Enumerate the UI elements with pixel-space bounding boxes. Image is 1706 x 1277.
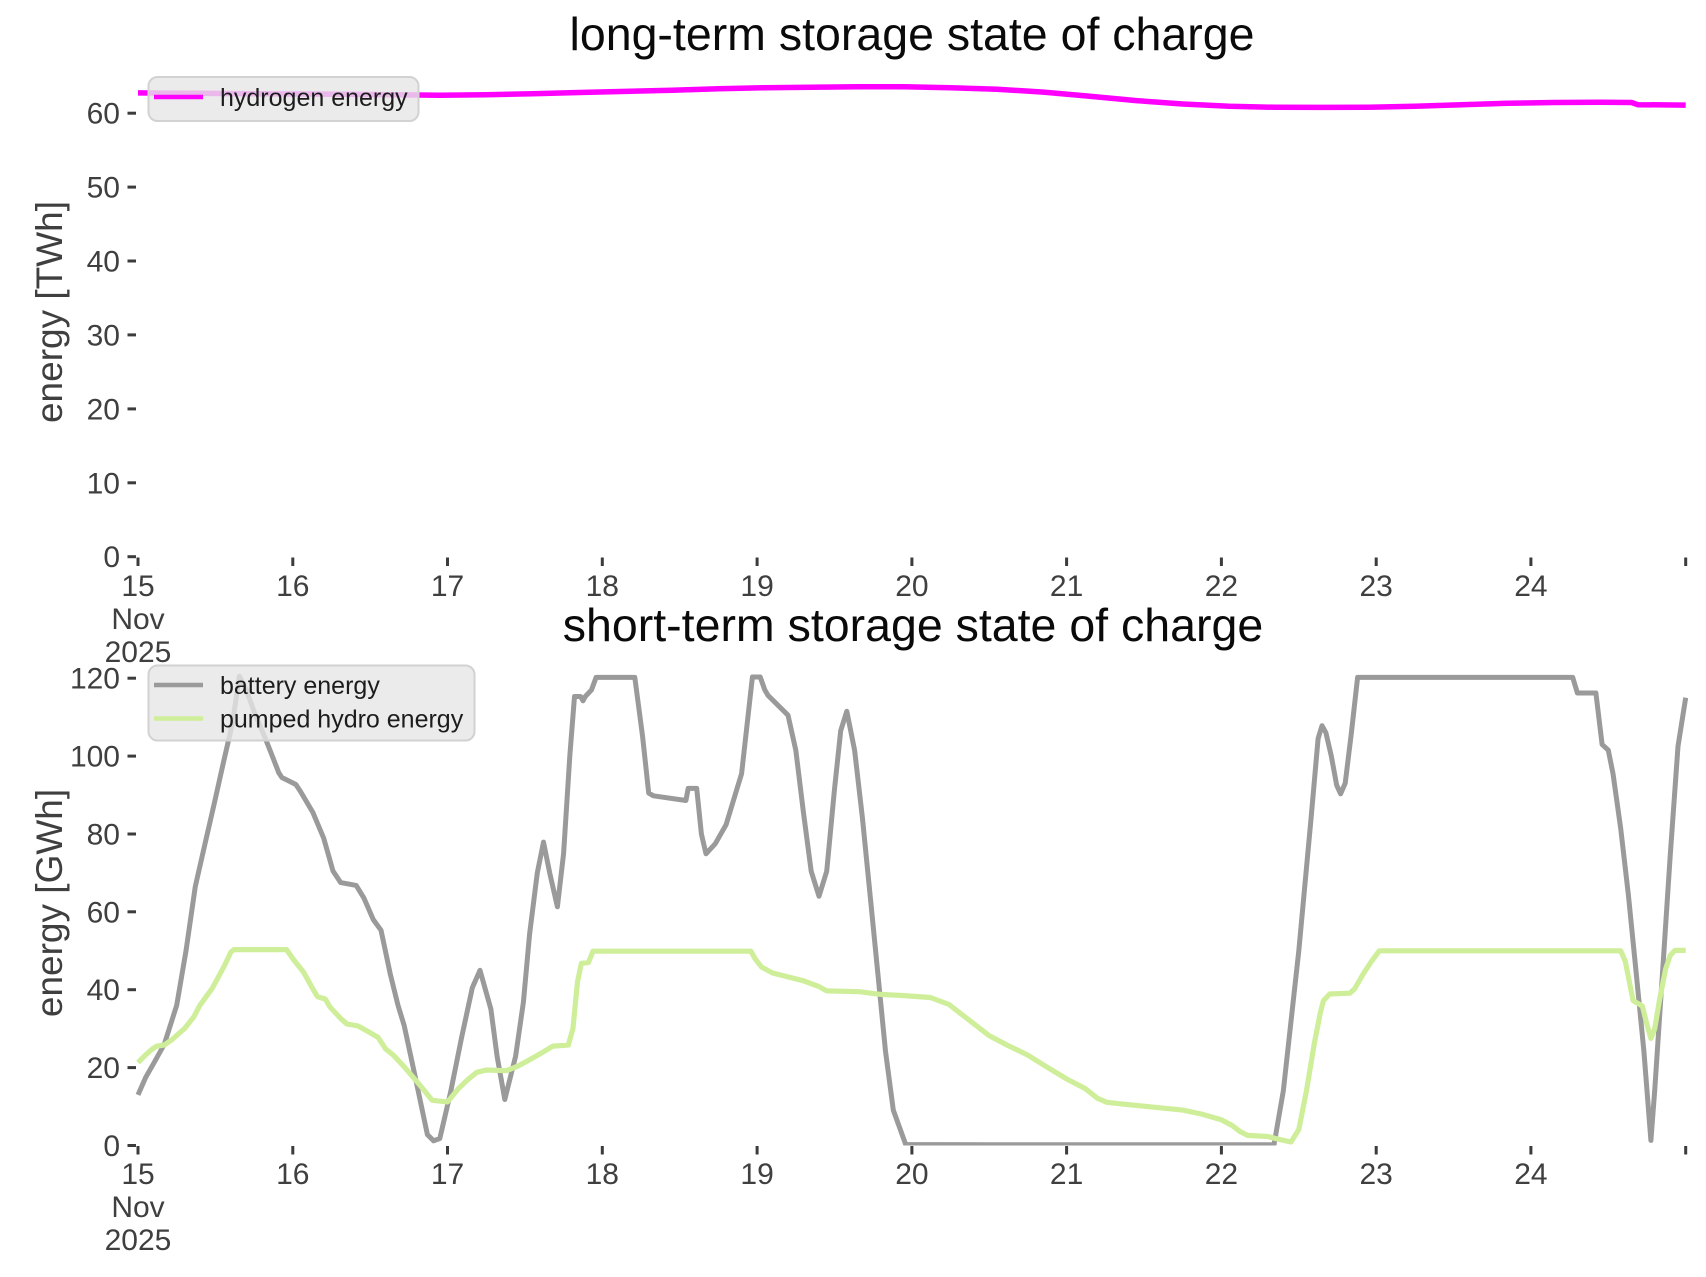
svg-text:40: 40: [87, 246, 120, 279]
svg-text:21: 21: [1050, 570, 1083, 603]
svg-text:20: 20: [895, 1158, 928, 1191]
svg-text:24: 24: [1514, 570, 1547, 603]
svg-text:19: 19: [740, 570, 773, 603]
svg-text:0: 0: [103, 541, 120, 574]
svg-text:19: 19: [740, 1158, 773, 1191]
svg-text:Nov: Nov: [111, 1191, 164, 1224]
svg-text:2025: 2025: [105, 1224, 172, 1257]
svg-text:22: 22: [1205, 1158, 1238, 1191]
svg-text:40: 40: [87, 974, 120, 1007]
svg-text:120: 120: [70, 663, 120, 696]
svg-text:16: 16: [276, 1158, 309, 1191]
svg-text:Nov: Nov: [111, 603, 164, 636]
svg-text:long-term storage state of cha: long-term storage state of charge: [570, 8, 1255, 60]
svg-text:20: 20: [87, 393, 120, 426]
svg-text:18: 18: [586, 1158, 619, 1191]
svg-text:battery energy: battery energy: [220, 672, 380, 700]
svg-text:0: 0: [103, 1130, 120, 1163]
svg-text:30: 30: [87, 319, 120, 352]
svg-text:100: 100: [70, 741, 120, 774]
svg-text:23: 23: [1360, 1158, 1393, 1191]
svg-text:20: 20: [895, 570, 928, 603]
svg-text:energy [GWh]: energy [GWh]: [29, 789, 70, 1017]
svg-text:50: 50: [87, 172, 120, 205]
svg-text:80: 80: [87, 819, 120, 852]
svg-text:energy [TWh]: energy [TWh]: [29, 201, 70, 423]
svg-text:16: 16: [276, 570, 309, 603]
svg-text:20: 20: [87, 1052, 120, 1085]
svg-text:hydrogen energy: hydrogen energy: [220, 84, 408, 112]
svg-text:60: 60: [87, 98, 120, 131]
svg-text:17: 17: [431, 570, 464, 603]
svg-text:21: 21: [1050, 1158, 1083, 1191]
svg-text:15: 15: [121, 1158, 154, 1191]
svg-text:24: 24: [1514, 1158, 1547, 1191]
svg-text:short-term storage state of ch: short-term storage state of charge: [563, 599, 1263, 651]
svg-text:2025: 2025: [105, 636, 172, 669]
svg-text:60: 60: [87, 896, 120, 929]
svg-text:15: 15: [121, 570, 154, 603]
svg-text:pumped hydro energy: pumped hydro energy: [220, 706, 464, 734]
svg-text:10: 10: [87, 467, 120, 500]
svg-text:18: 18: [586, 570, 619, 603]
svg-text:22: 22: [1205, 570, 1238, 603]
svg-text:23: 23: [1360, 570, 1393, 603]
svg-text:17: 17: [431, 1158, 464, 1191]
